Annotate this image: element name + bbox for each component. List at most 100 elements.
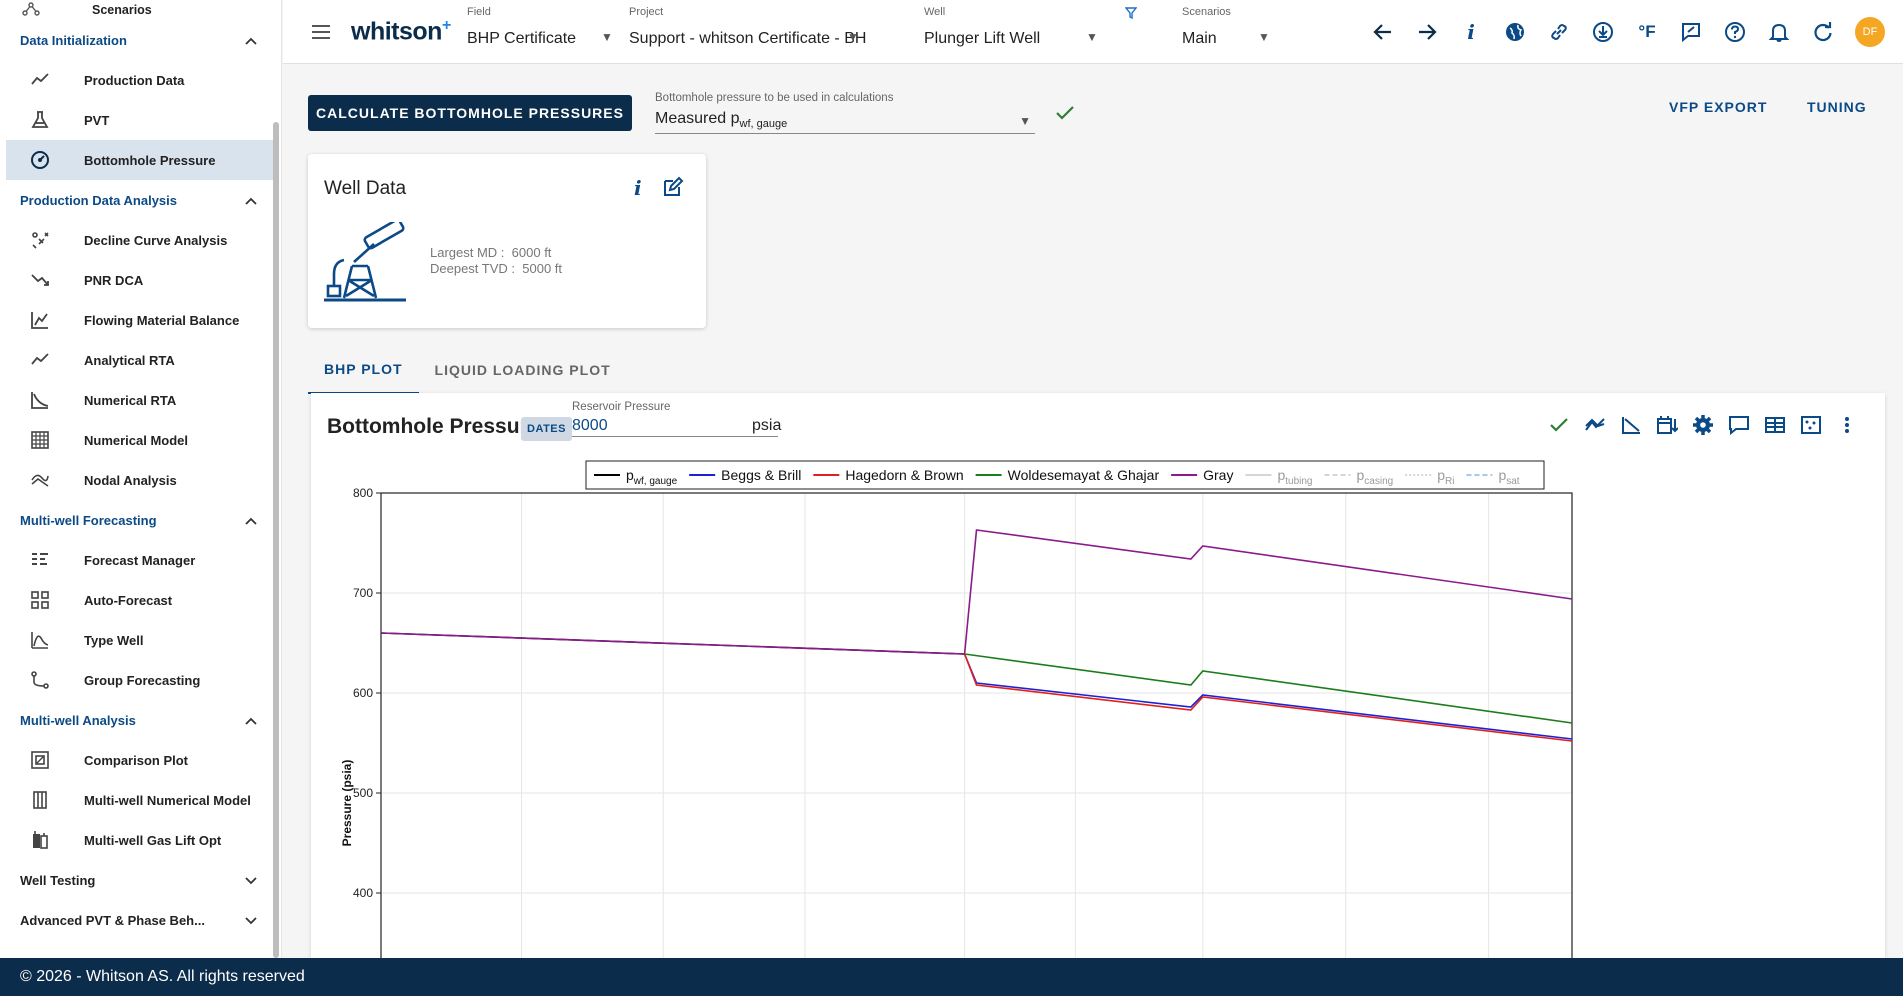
reservoir-pressure-value[interactable]: 8000 — [572, 417, 608, 434]
scenarios-value: Main — [1182, 30, 1217, 47]
project-select[interactable]: Project Support - whitson Certificate - … — [629, 0, 866, 64]
sidebar-item[interactable]: Nodal Analysis — [0, 460, 281, 500]
tab-bhp-plot[interactable]: BHP PLOT — [308, 346, 419, 394]
bell-icon[interactable] — [1763, 16, 1795, 48]
scenarios-select[interactable]: Scenarios Main ▼ — [1182, 0, 1272, 64]
sidebar-group-0[interactable]: Data Initialization — [0, 20, 281, 60]
legend-entry[interactable]: Hagedorn & Brown — [845, 467, 963, 483]
sidebar-item[interactable]: Multi-well Numerical Model — [0, 780, 281, 820]
sidebar-item[interactable]: Numerical RTA — [0, 380, 281, 420]
sidebar-item-label: Type Well — [84, 632, 144, 648]
edit-icon[interactable] — [662, 176, 684, 203]
menu-icon[interactable] — [293, 24, 349, 39]
series-line-1 — [380, 529, 1573, 655]
sidebar-item[interactable]: Group Forecasting — [0, 660, 281, 700]
check-icon[interactable] — [1545, 411, 1573, 439]
sidebar-item[interactable]: Comparison Plot — [0, 740, 281, 780]
sidebar-item[interactable]: Decline Curve Analysis — [0, 220, 281, 260]
columns-icon — [28, 788, 52, 812]
well-select[interactable]: Well Plunger Lift Well ▼ — [924, 0, 1098, 64]
legend-entry[interactable]: Beggs & Brill — [721, 467, 801, 483]
field-select[interactable]: Field BHP Certificate ▼ — [467, 0, 613, 64]
legend-entry[interactable]: Woldesemayat & Ghajar — [1008, 467, 1160, 483]
sidebar-item[interactable]: PNR DCA — [0, 260, 281, 300]
sidebar-item-label: Scenarios — [92, 3, 152, 17]
sidebar-item[interactable]: Production Data — [0, 60, 281, 100]
globe-icon[interactable] — [1499, 16, 1531, 48]
download-icon[interactable] — [1587, 16, 1619, 48]
sidebar-item[interactable]: Analytical RTA — [0, 340, 281, 380]
calculate-bhp-button[interactable]: CALCULATE BOTTOMHOLE PRESSURES — [308, 95, 632, 131]
filter-icon[interactable] — [1124, 6, 1138, 24]
sidebar-item-label: Bottomhole Pressure — [84, 152, 216, 168]
table-icon[interactable] — [1761, 411, 1789, 439]
sidebar-item[interactable]: Auto-Forecast — [0, 580, 281, 620]
arrow-right-icon[interactable] — [1411, 16, 1443, 48]
avatar[interactable]: DF — [1855, 17, 1885, 47]
top-header: whitson+ Field BHP Certificate ▼ Project… — [283, 0, 1903, 64]
sidebar-group-1[interactable]: Production Data Analysis — [0, 180, 281, 220]
legend-entry[interactable]: ptubing — [1277, 467, 1312, 487]
sidebar-item-label: Group Forecasting — [84, 672, 201, 688]
more-vert-icon[interactable] — [1833, 411, 1861, 439]
scatter-select-icon[interactable] — [1797, 411, 1825, 439]
sidebar-scrollbar[interactable] — [273, 122, 279, 958]
chevron-down-icon: ▼ — [1086, 30, 1098, 44]
check-icon[interactable] — [1055, 104, 1075, 127]
field-value: BHP Certificate — [467, 30, 577, 47]
comment-icon[interactable] — [1725, 411, 1753, 439]
sidebar-item[interactable]: Bottomhole Pressure — [6, 140, 275, 180]
refresh-icon[interactable] — [1807, 16, 1839, 48]
sidebar-item[interactable]: Forecast Manager — [0, 540, 281, 580]
md-value: 6000 ft — [511, 245, 552, 260]
sidebar-item-label: Numerical RTA — [84, 392, 177, 408]
trend-icon[interactable] — [1581, 411, 1609, 439]
gear-icon[interactable] — [1689, 411, 1717, 439]
legend-entry[interactable]: Gray — [1203, 467, 1233, 483]
bhp-method-caption: Bottomhole pressure to be used in calcul… — [655, 92, 894, 104]
reservoir-pressure-field[interactable]: Reservoir Pressure 8000 psia — [572, 393, 781, 437]
info-icon[interactable]: i — [1467, 20, 1475, 44]
sidebar-group-5[interactable]: Advanced PVT & Phase Beh... — [0, 900, 281, 940]
legend-entry[interactable]: psat — [1498, 467, 1519, 487]
sidebar-item[interactable]: Flowing Material Balance — [0, 300, 281, 340]
sidebar-item[interactable]: Multi-well Gas Lift Opt — [0, 820, 281, 860]
temperature-unit-icon[interactable]: °F — [1638, 22, 1656, 41]
compare-icon — [28, 748, 52, 772]
dates-chip[interactable]: DATES — [521, 417, 572, 441]
sidebar-item-scenarios[interactable]: Scenarios — [0, 0, 281, 20]
tuning-button[interactable]: TUNING — [1807, 99, 1867, 115]
legend-entry[interactable]: pcasing — [1357, 467, 1394, 487]
vfp-export-button[interactable]: VFP EXPORT — [1669, 99, 1768, 115]
sidebar-group-3[interactable]: Multi-well Analysis — [0, 700, 281, 740]
chevron-down-icon: ▼ — [1258, 30, 1270, 44]
link-icon[interactable] — [1543, 16, 1575, 48]
chart-title: Bottomhole Pressure — [327, 415, 540, 438]
info-icon[interactable]: i — [634, 176, 642, 200]
tab-liquid-loading-plot[interactable]: LIQUID LOADING PLOT — [434, 362, 611, 378]
legend-entry[interactable]: pRi — [1437, 467, 1454, 487]
calendar-sort-icon[interactable] — [1653, 411, 1681, 439]
y-tick-label: 800 — [353, 486, 373, 500]
arrow-left-icon[interactable] — [1367, 16, 1399, 48]
feedback-icon[interactable] — [1675, 16, 1707, 48]
sidebar-item-label: Forecast Manager — [84, 552, 196, 568]
y-tick-label: 400 — [353, 886, 373, 900]
plot-tabs: BHP PLOT LIQUID LOADING PLOT — [308, 346, 627, 394]
axis-curve-icon[interactable] — [1617, 411, 1645, 439]
bhp-method-select[interactable]: Bottomhole pressure to be used in calcul… — [655, 92, 1035, 134]
sidebar-item[interactable]: Numerical Model — [0, 420, 281, 460]
sidebar-group-4[interactable]: Well Testing — [0, 860, 281, 900]
whitson-logo[interactable]: whitson+ — [351, 16, 451, 46]
sidebar-item-label: Production Data — [84, 72, 185, 88]
legend-entry[interactable]: pwf, gauge — [626, 467, 678, 487]
sidebar-item-label: Numerical Model — [84, 432, 189, 448]
sidebar-group-2[interactable]: Multi-well Forecasting — [0, 500, 281, 540]
sidebar-group-label: Well Testing — [20, 872, 96, 888]
tvd-value: 5000 ft — [522, 261, 563, 276]
sidebar-item[interactable]: PVT — [0, 100, 281, 140]
help-icon[interactable] — [1719, 16, 1751, 48]
scenarios-caption: Scenarios — [1182, 6, 1231, 18]
sidebar-item[interactable]: Type Well — [0, 620, 281, 660]
